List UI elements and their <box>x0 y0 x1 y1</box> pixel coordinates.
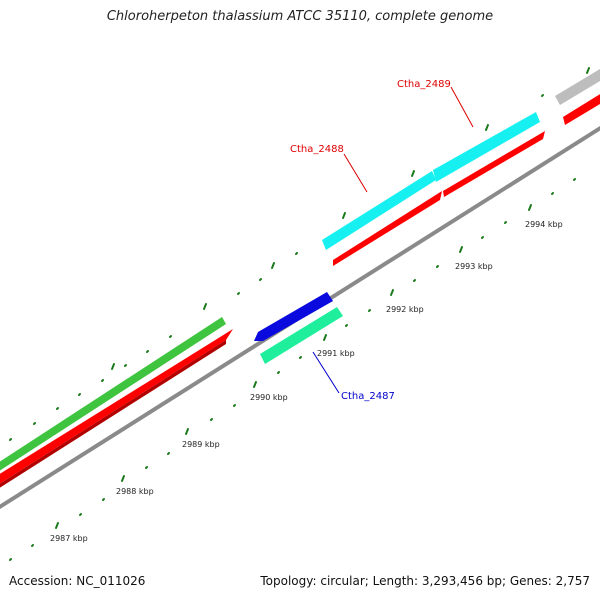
scale-labels: 2987 kbp 2988 kbp 2989 kbp 2990 kbp 2991… <box>50 220 563 543</box>
blue-gene-feature[interactable] <box>254 292 333 341</box>
lower-scale-ticks <box>9 178 576 561</box>
scale-label: 2991 kbp <box>317 349 355 358</box>
gene-label-ctha-2489[interactable]: Ctha_2489 <box>397 79 451 90</box>
cds-track <box>0 88 600 494</box>
scale-label: 2992 kbp <box>386 305 424 314</box>
green-gene-feature[interactable] <box>0 317 226 477</box>
cds-feature[interactable] <box>563 88 600 125</box>
cds-feature[interactable] <box>443 131 545 197</box>
upper-tick-row <box>9 67 590 441</box>
scale-label: 2989 kbp <box>182 440 220 449</box>
grey-feature[interactable] <box>555 63 600 105</box>
gene-labels: Ctha_2489 Ctha_2488 Ctha_2487 <box>290 79 474 402</box>
gene-label-leader <box>343 153 368 193</box>
cds-feature[interactable] <box>333 191 442 266</box>
gene-label-ctha-2488[interactable]: Ctha_2488 <box>290 144 344 155</box>
scale-label: 2987 kbp <box>50 534 88 543</box>
page-title: Chloroherpeton thalassium ATCC 35110, co… <box>106 9 494 24</box>
scale-label: 2993 kbp <box>455 262 493 271</box>
cds-feature[interactable] <box>0 329 233 490</box>
scale-label: 2994 kbp <box>525 220 563 229</box>
reverse-track <box>254 292 343 364</box>
gene-label-ctha-2487[interactable]: Ctha_2487 <box>341 391 395 402</box>
cds-feature[interactable] <box>0 340 226 494</box>
scale-label: 2988 kbp <box>116 487 154 496</box>
accession-text: Accession: NC_011026 <box>9 574 146 588</box>
gene-label-leader <box>450 86 474 128</box>
scale-label: 2990 kbp <box>250 393 288 402</box>
genome-summary-text: Topology: circular; Length: 3,293,456 bp… <box>260 574 590 588</box>
teal-gene-feature[interactable] <box>260 307 343 364</box>
cyan-gene-feature[interactable] <box>322 171 436 250</box>
gene-label-leader <box>312 351 340 394</box>
cyan-gene-feature[interactable] <box>433 112 540 182</box>
forward-track <box>0 63 600 477</box>
